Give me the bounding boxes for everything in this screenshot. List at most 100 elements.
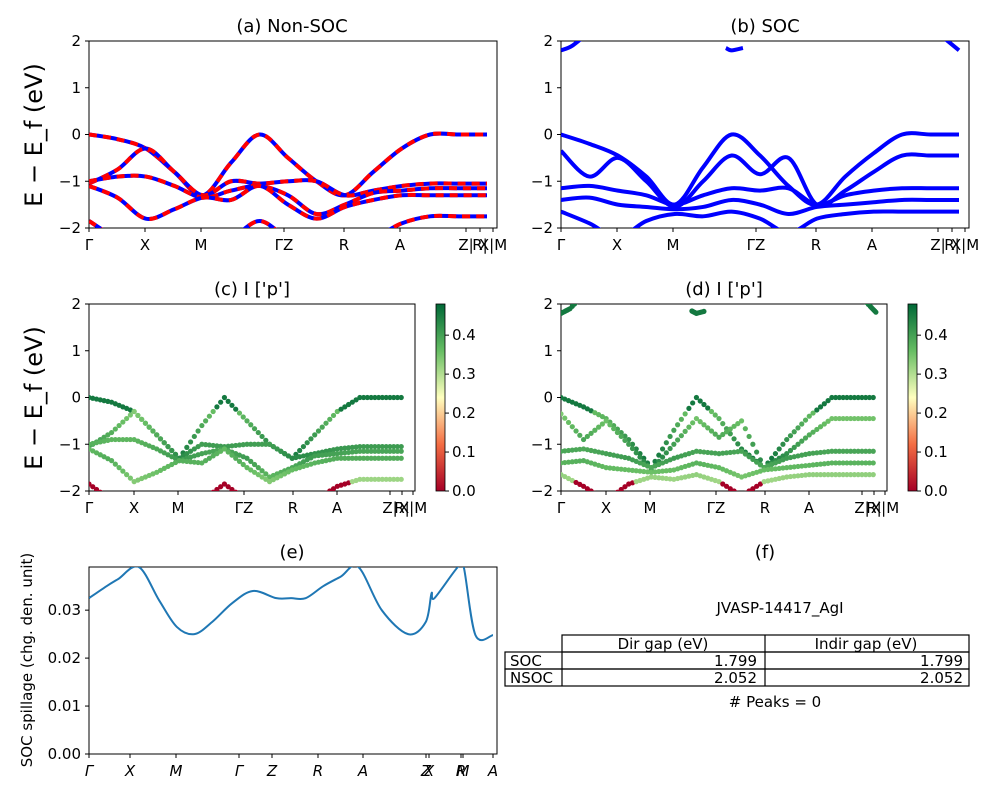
projection-point [799,463,805,469]
projection-point [368,476,374,482]
projection-point [184,458,190,464]
projection-point [391,448,397,454]
projection-point [806,451,812,457]
projection-point [776,446,782,452]
x-tick-label: R [760,499,770,517]
projection-point [218,448,224,454]
projection-point [93,486,100,491]
projection-point [195,443,201,450]
projection-point [323,420,329,426]
projection-point [825,472,831,478]
projection-point [398,443,404,450]
projection-point [236,442,243,448]
projection-point [791,473,797,479]
projection-point [802,463,809,469]
band-line-0 [561,131,959,207]
projection-point [372,394,378,401]
projection-point [237,492,242,497]
projection-point [825,460,831,466]
projection-point [825,398,831,404]
y-tick-label: 0 [543,126,553,144]
projection-point [866,394,873,401]
projection-point [263,498,268,503]
x-tick-label: X [612,236,622,254]
projection-point [844,415,850,422]
projection-point [855,448,861,454]
projection-point [844,472,850,478]
panel-c-colorbar: 0.4 0.3 0.2 0.1 0.0 [435,303,476,500]
panel-b-bands [561,41,961,228]
projection-point [682,428,688,434]
projection-point [342,445,348,451]
projection-point [863,394,869,401]
projection-point [652,458,658,464]
projection-point [629,441,636,447]
projection-point [113,498,118,503]
projection-point [584,433,590,440]
projection-point [150,428,156,434]
projection-point [817,472,824,478]
projection-point [855,472,861,478]
projection-point [735,441,741,447]
band-line-0 [89,131,487,198]
projection-point [603,418,609,424]
projection-point [259,498,264,503]
projection-point [765,466,771,473]
projection-point [398,394,404,401]
projection-point [799,438,805,444]
projection-point [101,434,107,440]
projection-point [742,426,748,432]
projection-point [188,498,193,503]
projection-point [720,450,726,456]
projection-point [323,452,329,458]
projection-point [112,461,118,467]
x-tick-label: R| [944,236,959,254]
projection-point [833,415,839,422]
projection-point [860,296,865,301]
projection-point [112,426,118,432]
projection-point [833,472,839,478]
projection-point [795,473,801,479]
band-line-3 [561,195,959,216]
projection-point [206,413,212,419]
band-line-3 [89,183,487,221]
projection-point [784,436,790,443]
projection-point [802,435,809,441]
projection-point [256,498,261,503]
projection-point [187,439,194,445]
panel-e-title: (e) [279,542,304,563]
panel-e-axes: 0.000.010.020.03Γ X M Γ Z R A ZX RM A [48,566,498,780]
projection-point [394,394,401,401]
colorbar-tick-label: 0.3 [452,365,476,383]
projection-point [829,460,835,466]
projection-point [637,454,643,460]
projection-point [330,412,337,419]
projection-point [859,472,865,478]
projection-point [562,448,568,454]
projection-point [184,444,190,450]
projection-point [577,458,583,464]
projection-point [244,465,250,471]
projection-point [821,421,827,427]
projection-point [825,418,831,424]
projection-point [705,449,711,456]
projection-point [614,466,621,472]
projection-point [626,441,632,447]
projection-point [376,394,382,401]
projection-point [652,469,658,475]
projection-point [338,406,344,412]
projection-point [833,448,839,454]
projection-point [312,432,318,438]
panel-a-axes: 2 1 0 −1 −2Γ X M ΓZ R A Z|R|X|M [59,32,507,254]
band-line-overlay-4 [89,213,487,228]
projection-point [203,418,209,424]
projection-point [324,490,328,491]
projection-point [338,450,344,456]
projection-point [848,448,854,454]
projection-point [334,451,340,457]
projection-point [780,465,786,471]
projection-point [361,443,367,450]
projection-point [108,429,115,436]
projection-point [199,441,205,447]
projection-point [565,447,572,454]
